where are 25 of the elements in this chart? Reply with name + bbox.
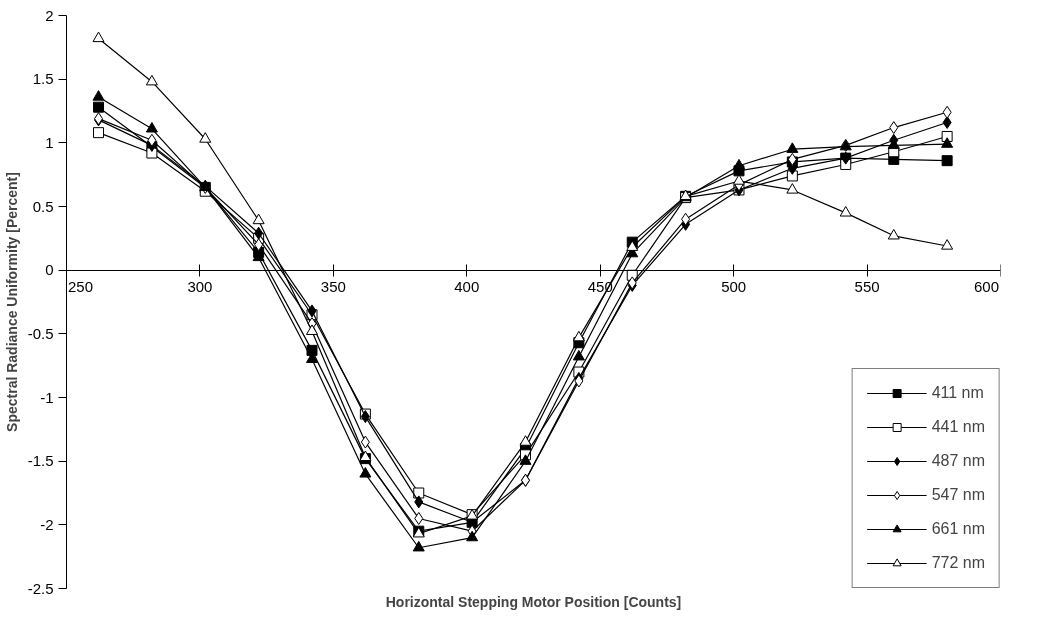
y-tick-label: -1 <box>40 388 54 406</box>
y-tick-label: 0.5 <box>32 197 54 215</box>
x-axis-title: Horizontal Stepping Motor Position [Counts] <box>385 593 682 610</box>
y-tick-label: 1 <box>45 133 54 151</box>
y-tick-label: 0 <box>45 261 54 279</box>
x-tick-label: 300 <box>187 278 213 296</box>
legend-label: 772 nm <box>931 554 985 572</box>
x-tick-label: 500 <box>721 278 747 296</box>
x-tick-label: 550 <box>854 278 880 296</box>
y-tick-label: 1.5 <box>32 70 54 88</box>
legend-label: 487 nm <box>931 452 985 470</box>
legend-label: 411 nm <box>931 384 984 402</box>
legend-label: 441 nm <box>931 418 985 436</box>
x-tick-label: 400 <box>454 278 480 296</box>
x-tick-label: 600 <box>973 278 1000 296</box>
y-tick-label: -1.5 <box>27 452 54 470</box>
legend-label: 661 nm <box>931 520 985 538</box>
y-axis-title: Spectral Radiance Uniformity [Percent] <box>3 172 20 432</box>
y-tick-label: 2 <box>45 6 54 24</box>
legend-label: 547 nm <box>931 486 985 504</box>
y-tick-label: -2.5 <box>27 579 54 597</box>
x-tick-label: 250 <box>67 278 94 296</box>
y-tick-label: -2 <box>40 515 54 533</box>
x-tick-label: 350 <box>320 278 346 296</box>
y-tick-label: -0.5 <box>27 324 54 342</box>
